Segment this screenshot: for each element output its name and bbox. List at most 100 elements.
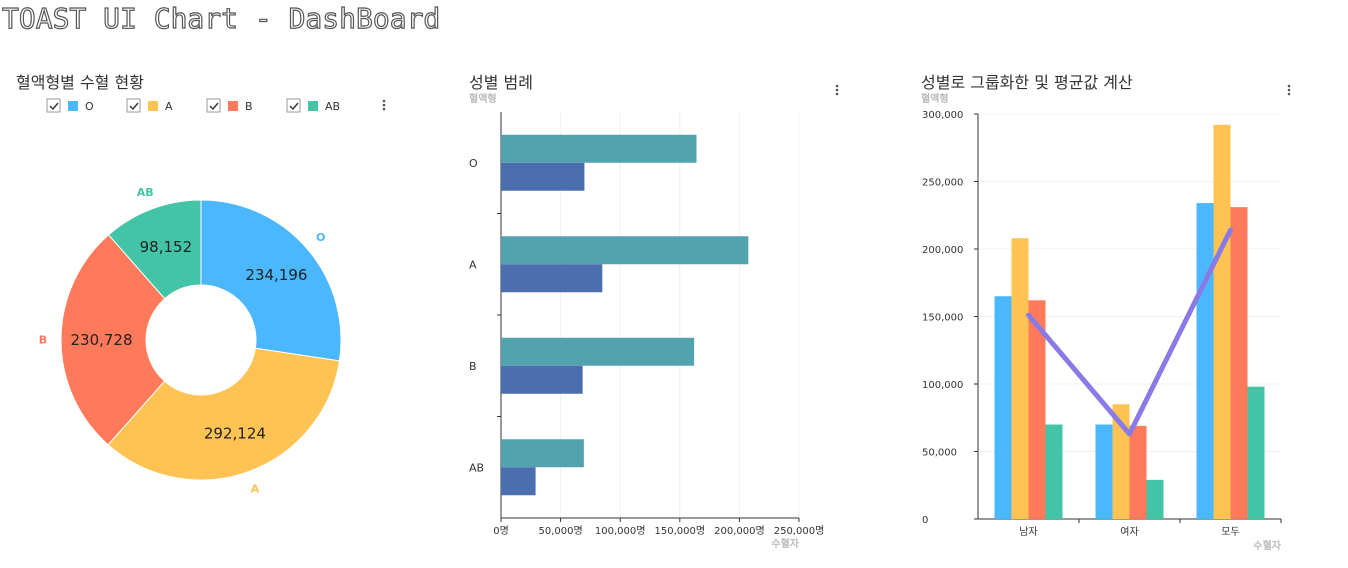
- y-tick-label: 150,000: [922, 313, 963, 324]
- x-tick-label: 남자: [1019, 526, 1037, 538]
- column-chart-panel: 성별로 그룹화한 및 평균값 계산 혈액형 0 50,000 100,000 150,00…: [900, 60, 1348, 565]
- checkbox-checked-icon[interactable]: [46, 98, 61, 113]
- column-o-2[interactable]: [1095, 424, 1113, 520]
- legend-item-ab[interactable]: AB: [286, 98, 340, 113]
- pie-slice-a[interactable]: [107, 347, 341, 481]
- menu-hit-area[interactable]: [379, 97, 389, 113]
- check-mark-icon: [129, 102, 139, 111]
- chart-title: 성별로 그룹화한 및 평균값 계산: [921, 73, 1133, 92]
- pie-chart-panel: 혈액형별 수혈 현황 O A B AB 234,196 O 292,124 A 230,728 B 9…: [0, 60, 450, 565]
- column-b-1[interactable]: [1028, 300, 1046, 519]
- x-tick-label: 0명: [493, 525, 509, 537]
- column-ab-2[interactable]: [1146, 479, 1164, 519]
- chart-title: 성별 범례: [469, 73, 533, 92]
- legend-label: O: [85, 100, 94, 113]
- column-b-3[interactable]: [1230, 207, 1248, 519]
- column-a-2[interactable]: [1112, 404, 1130, 519]
- menu-hit-area[interactable]: [832, 82, 842, 98]
- pie-slice-b[interactable]: [60, 234, 166, 446]
- pie-slice-ab[interactable]: [107, 199, 202, 300]
- legend-item-a[interactable]: A: [126, 98, 173, 113]
- x-tick-label: 100,000명: [595, 525, 646, 537]
- bar-chart-panel: 성별 범례 혈액형 0명 50,000명 100,000명 150,000명 200,000…: [450, 60, 900, 565]
- pie-outer-label: O: [316, 231, 325, 244]
- check-mark-icon: [209, 102, 219, 111]
- chart-title: 혈액형별 수혈 현황: [16, 73, 144, 92]
- legend-item-b[interactable]: B: [206, 98, 253, 113]
- y-tick-label: 50,000: [922, 448, 957, 459]
- column-b-2[interactable]: [1129, 425, 1147, 519]
- menu-dot: [1287, 88, 1291, 92]
- more-vertical-icon[interactable]: [832, 82, 842, 98]
- x-tick-label: 150,000명: [655, 525, 706, 537]
- menu-dot: [1287, 84, 1291, 88]
- menu-dot: [382, 103, 386, 107]
- more-vertical-icon[interactable]: [379, 97, 389, 113]
- x-tick-label: 여자: [1120, 526, 1138, 538]
- check-mark-icon: [289, 102, 299, 111]
- legend-swatch: [308, 101, 318, 111]
- menu-hit-area[interactable]: [1284, 82, 1294, 98]
- bar-a-s1[interactable]: [501, 236, 749, 265]
- legend-label: AB: [325, 100, 340, 113]
- y-tick-label: O: [469, 157, 478, 170]
- y-tick-label: 250,000: [922, 178, 963, 189]
- legend-item-o[interactable]: O: [46, 98, 94, 113]
- bar-o-s2[interactable]: [501, 162, 585, 191]
- checkbox-checked-icon[interactable]: [126, 98, 141, 113]
- menu-dot: [835, 92, 839, 96]
- column-ab-3[interactable]: [1247, 386, 1265, 519]
- column-o-1[interactable]: [994, 296, 1012, 519]
- y-tick-label: A: [469, 258, 477, 271]
- check-mark-icon: [49, 102, 59, 111]
- y-tick-label: AB: [469, 461, 484, 474]
- column-o-3[interactable]: [1196, 203, 1214, 519]
- y-tick-label: 300,000: [922, 110, 963, 121]
- average-line[interactable]: [1026, 227, 1233, 437]
- bar-a-s2[interactable]: [501, 264, 603, 293]
- more-vertical-icon[interactable]: [1284, 82, 1294, 98]
- legend-swatch: [228, 101, 238, 111]
- donut-chart: 혈액형별 수혈 현황O A B AB234,196O292,124A230,728B9…: [16, 73, 389, 496]
- x-axis-title: 수혈자: [1253, 539, 1281, 552]
- bar-b-s1[interactable]: [501, 337, 695, 366]
- pie-value-label: 292,124: [204, 425, 266, 443]
- checkbox-checked-icon[interactable]: [286, 98, 301, 113]
- menu-dot: [382, 99, 386, 103]
- bar-o-s1[interactable]: [501, 134, 697, 163]
- x-tick-label: 50,000명: [538, 525, 582, 537]
- pie-value-label: 98,152: [140, 238, 193, 256]
- legend-label: A: [165, 100, 173, 113]
- x-axis-title: 수혈자: [771, 537, 799, 550]
- y-tick-label: 100,000: [922, 380, 963, 391]
- legend-label: B: [245, 100, 253, 113]
- pie-value-label: 230,728: [70, 331, 132, 349]
- page-title: TOAST UI Chart - DashBoard: [1, 1, 441, 35]
- pie-outer-label: AB: [137, 186, 154, 199]
- pie-slice-o[interactable]: [200, 199, 342, 362]
- y-tick-label: 200,000: [922, 245, 963, 256]
- pie-outer-label: B: [39, 334, 47, 347]
- legend-swatch: [68, 101, 78, 111]
- x-tick-label: 200,000명: [714, 525, 765, 537]
- y-tick-label: B: [469, 360, 477, 373]
- menu-dot: [835, 88, 839, 92]
- legend-swatch: [148, 101, 158, 111]
- bar-ab-s1[interactable]: [501, 439, 584, 468]
- menu-dot: [382, 107, 386, 111]
- column-ab-1[interactable]: [1045, 424, 1063, 520]
- x-tick-label: 모두: [1221, 527, 1239, 538]
- bar-b-s2[interactable]: [501, 365, 583, 394]
- x-tick-label: 250,000명: [774, 525, 825, 537]
- bar-ab-s2[interactable]: [501, 467, 536, 496]
- pie-outer-label: A: [251, 483, 260, 496]
- checkbox-checked-icon[interactable]: [206, 98, 221, 113]
- pie-value-label: 234,196: [245, 266, 307, 284]
- menu-dot: [1287, 92, 1291, 96]
- column-a-1[interactable]: [1011, 238, 1029, 519]
- y-tick-label: 0: [922, 515, 928, 526]
- column-a-3[interactable]: [1213, 124, 1231, 520]
- y-axis-title: 혈액형: [469, 92, 497, 105]
